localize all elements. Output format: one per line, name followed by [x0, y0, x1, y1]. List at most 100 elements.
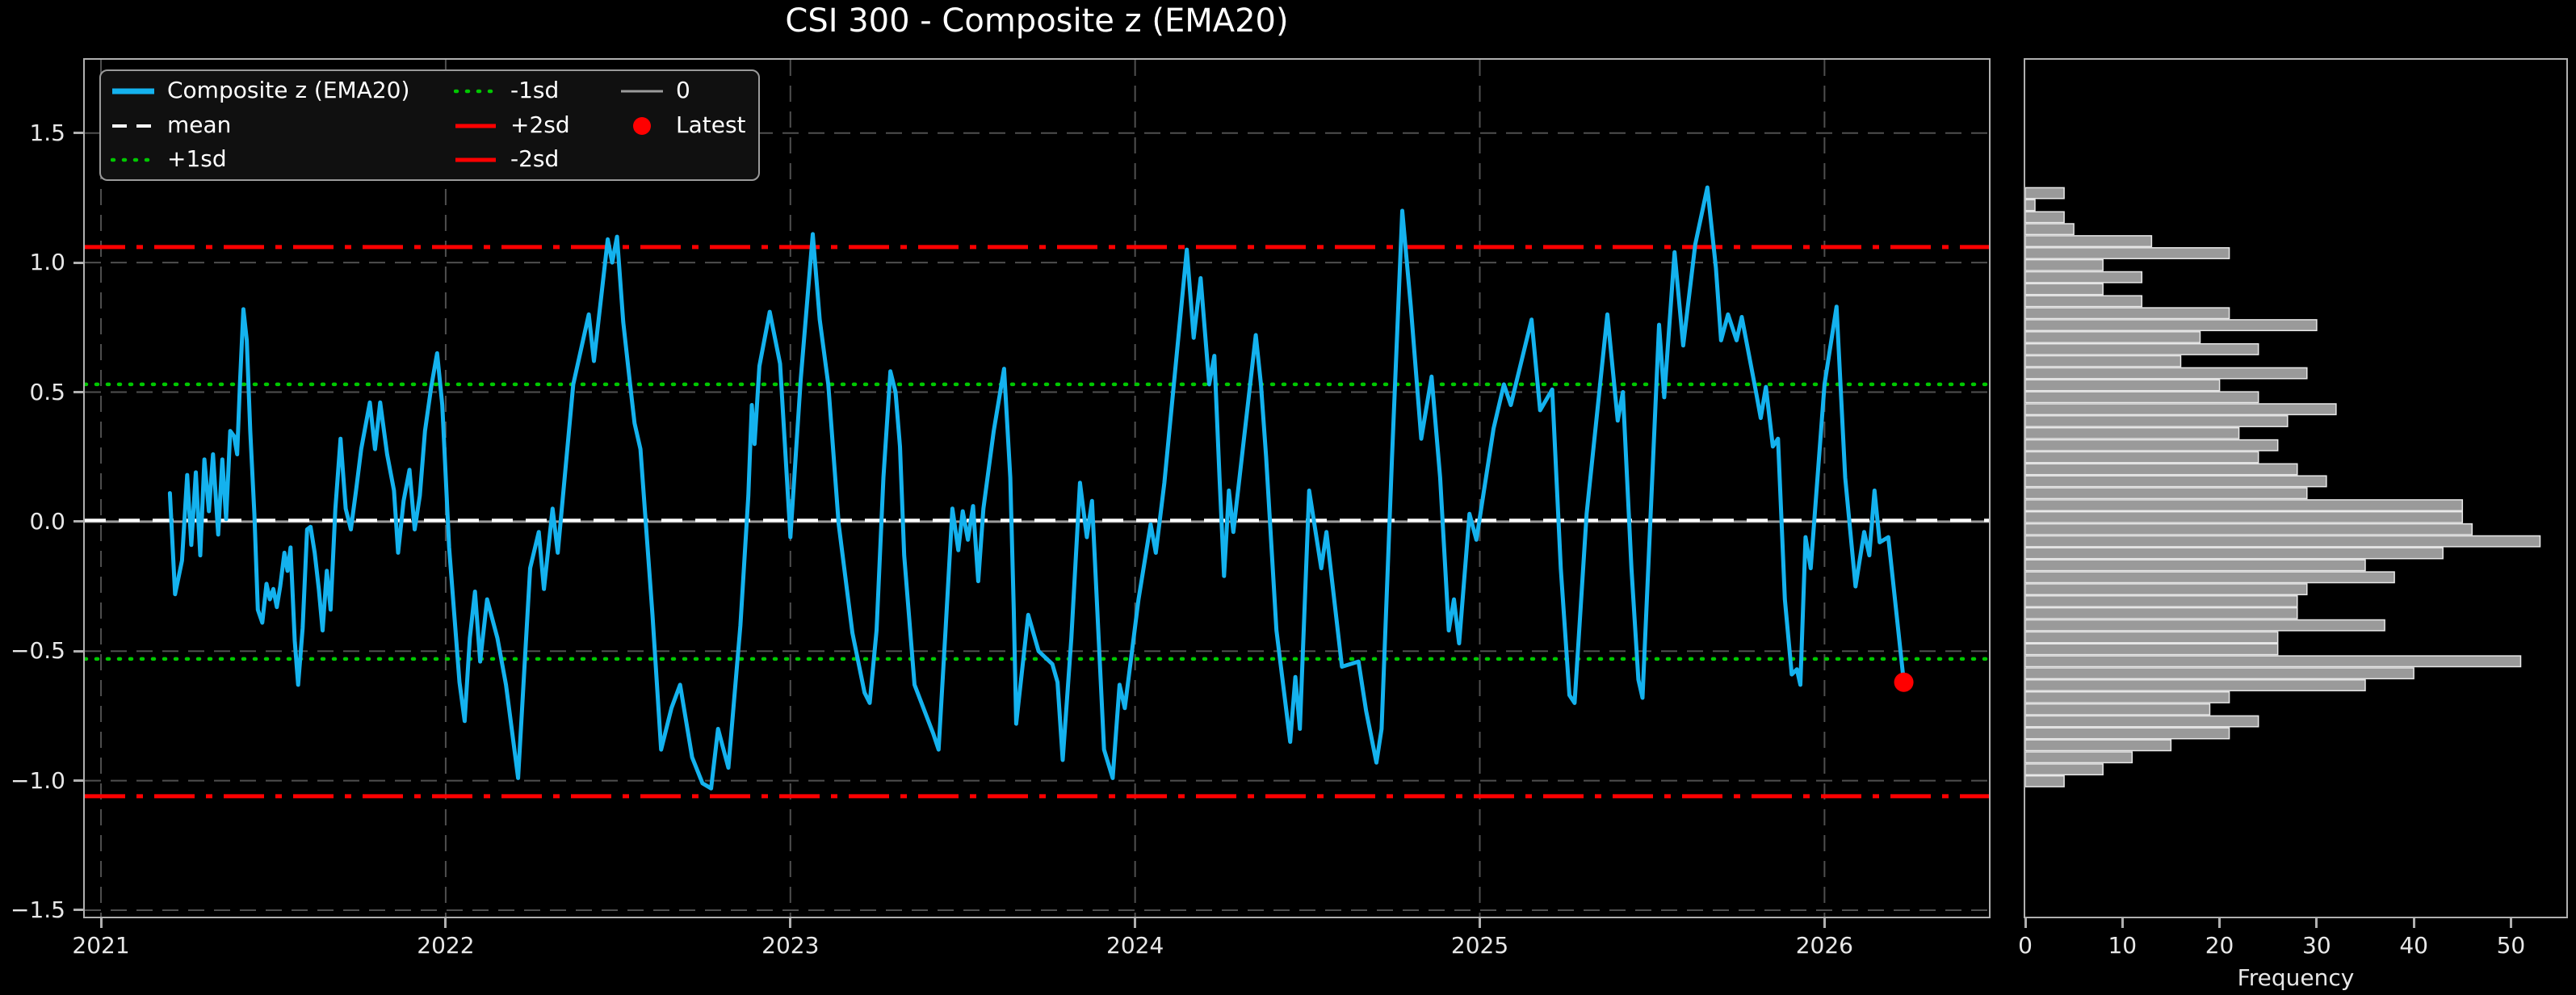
hist-bar: [2025, 715, 2259, 728]
hist-bar: [2025, 463, 2298, 476]
ytick-mark: [73, 649, 83, 653]
hist-bar: [2025, 331, 2201, 343]
hist-xtick-mark: [2121, 918, 2124, 928]
xtick-mark: [1479, 918, 1482, 928]
hist-bar: [2025, 283, 2104, 296]
legend-label: 0: [676, 77, 690, 103]
legend-label: +1sd: [167, 145, 227, 172]
legend-item-latest: Latest: [619, 111, 781, 140]
hist-bar: [2025, 295, 2143, 308]
main-plot-canvas: [85, 60, 1989, 917]
legend-label: -2sd: [510, 145, 560, 172]
hist-bar: [2025, 487, 2308, 500]
hist-xtick-label: 0: [2018, 932, 2033, 959]
hist-bar: [2025, 751, 2133, 764]
hist-xtick-label: 30: [2302, 932, 2331, 959]
hist-bar: [2025, 583, 2308, 596]
hist-xtick-mark: [2315, 918, 2318, 928]
ytick-label: −0.5: [10, 637, 65, 665]
hist-bar: [2025, 667, 2414, 680]
hist-bar: [2025, 426, 2240, 439]
hist-bar: [2025, 415, 2289, 427]
hist-xtick-label: 10: [2108, 932, 2138, 959]
legend-swatch-solid-cyan: [112, 88, 154, 94]
hist-xtick-mark: [2218, 918, 2221, 928]
histogram-xlabel: Frequency: [2237, 964, 2355, 991]
histogram-plot: [2024, 58, 2568, 918]
legend-item-mean: mean: [111, 111, 450, 140]
ytick-mark: [73, 391, 83, 393]
ytick-mark: [73, 909, 83, 912]
xtick-mark: [1134, 918, 1137, 928]
legend-item--1sd: -1sd: [454, 77, 615, 105]
histogram-canvas: [2025, 187, 2541, 787]
legend-swatch-dashdot-red: [455, 124, 497, 128]
ytick-label: 1.5: [29, 119, 65, 146]
hist-bar: [2025, 451, 2259, 464]
xtick-label: 2025: [1450, 932, 1509, 959]
legend-label: -1sd: [510, 77, 560, 103]
ytick-label: −1.5: [10, 896, 65, 923]
legend: Composite z (EMA20) mean +1sd -1sd +2sd -2sd 0…: [99, 69, 760, 181]
hist-bar: [2025, 307, 2230, 320]
hist-bar: [2025, 187, 2065, 199]
hist-bar: [2025, 775, 2065, 787]
xtick-label: 2023: [761, 932, 820, 959]
ytick-mark: [73, 779, 83, 783]
hist-bar: [2025, 547, 2444, 560]
ytick-mark: [73, 132, 83, 135]
hist-bar: [2025, 739, 2172, 752]
ytick-label: 1.0: [29, 249, 65, 276]
hist-bar: [2025, 510, 2464, 523]
xtick-label: 2024: [1106, 932, 1164, 959]
legend-label: Latest: [676, 111, 746, 138]
legend-item--2sd: +2sd: [454, 111, 615, 140]
xtick-label: 2026: [1795, 932, 1853, 959]
legend-item-composite-z-ema20-: Composite z (EMA20): [111, 77, 450, 105]
hist-bar: [2025, 271, 2143, 283]
hist-bar: [2025, 679, 2366, 691]
legend-swatch-solid-gray: [621, 90, 663, 93]
hist-bar: [2025, 559, 2366, 572]
hist-bar: [2025, 235, 2153, 248]
hist-bar: [2025, 763, 2104, 776]
hist-bar: [2025, 223, 2075, 236]
legend-swatch-dashed-white: [112, 124, 154, 128]
hist-xtick-mark: [2509, 918, 2512, 928]
xtick-label: 2022: [417, 932, 475, 959]
legend-label: +2sd: [510, 111, 570, 138]
hist-bar: [2025, 691, 2230, 703]
ytick-label: 0.5: [29, 378, 65, 405]
hist-bar: [2025, 703, 2211, 716]
legend-label: Composite z (EMA20): [167, 77, 410, 103]
hist-bar: [2025, 319, 2318, 332]
hist-xtick-mark: [2412, 918, 2415, 928]
xtick-label: 2021: [72, 932, 130, 959]
hist-bar: [2025, 247, 2230, 259]
hist-bar: [2025, 379, 2221, 392]
latest-dot: [1894, 672, 1914, 692]
legend-item--2sd: -2sd: [454, 145, 615, 174]
ytick-label: −1.0: [10, 766, 65, 794]
chart-title: CSI 300 - Composite z (EMA20): [785, 2, 1289, 40]
legend-item-0: 0: [619, 77, 781, 105]
legend-swatch-dotted-green: [454, 89, 499, 94]
legend-swatch-dashdot-red: [455, 157, 497, 162]
hist-bar: [2025, 391, 2259, 404]
hist-bar: [2025, 619, 2385, 632]
legend-swatch-dotted-green: [111, 157, 156, 162]
ytick-mark: [73, 261, 83, 264]
legend-latest-dot-icon: [633, 117, 651, 135]
hist-bar: [2025, 535, 2541, 548]
legend-swatch-dot-red: [633, 117, 651, 135]
hist-bar: [2025, 607, 2298, 619]
hist-bar: [2025, 258, 2104, 271]
xtick-mark: [444, 918, 447, 928]
hist-bar: [2025, 355, 2182, 367]
hist-bar: [2025, 342, 2259, 355]
hist-bar: [2025, 727, 2230, 740]
hist-bar: [2025, 571, 2395, 584]
ytick-label: 0.0: [29, 507, 65, 535]
ytick-mark: [73, 520, 83, 523]
